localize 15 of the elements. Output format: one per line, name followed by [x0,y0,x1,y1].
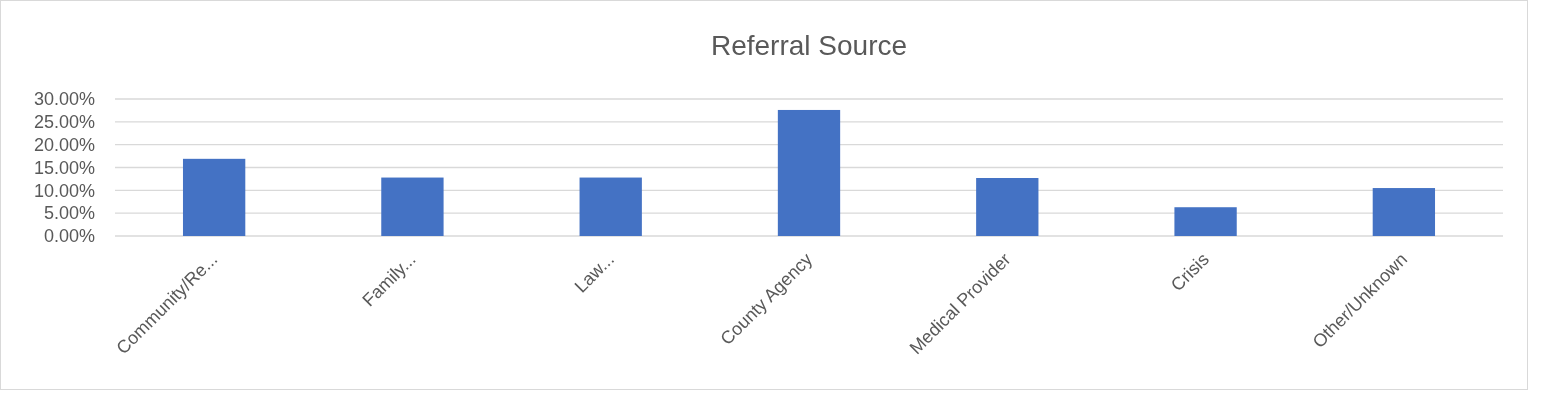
y-tick-label: 5.00% [43,203,95,224]
y-tick-label: 20.00% [33,134,95,155]
bar [976,178,1039,236]
y-tick-label: 10.00% [33,180,95,201]
bar [777,109,841,236]
bar [182,158,246,236]
bar [381,177,444,236]
y-tick-label: 25.00% [33,112,95,133]
bar [1372,188,1436,236]
bar [1174,207,1237,236]
bar [579,177,642,236]
y-tick-label: 30.00% [33,89,95,110]
y-tick-label: 15.00% [33,157,95,178]
y-tick-label: 0.00% [43,226,95,247]
chart-title: Referral Source [710,30,908,61]
